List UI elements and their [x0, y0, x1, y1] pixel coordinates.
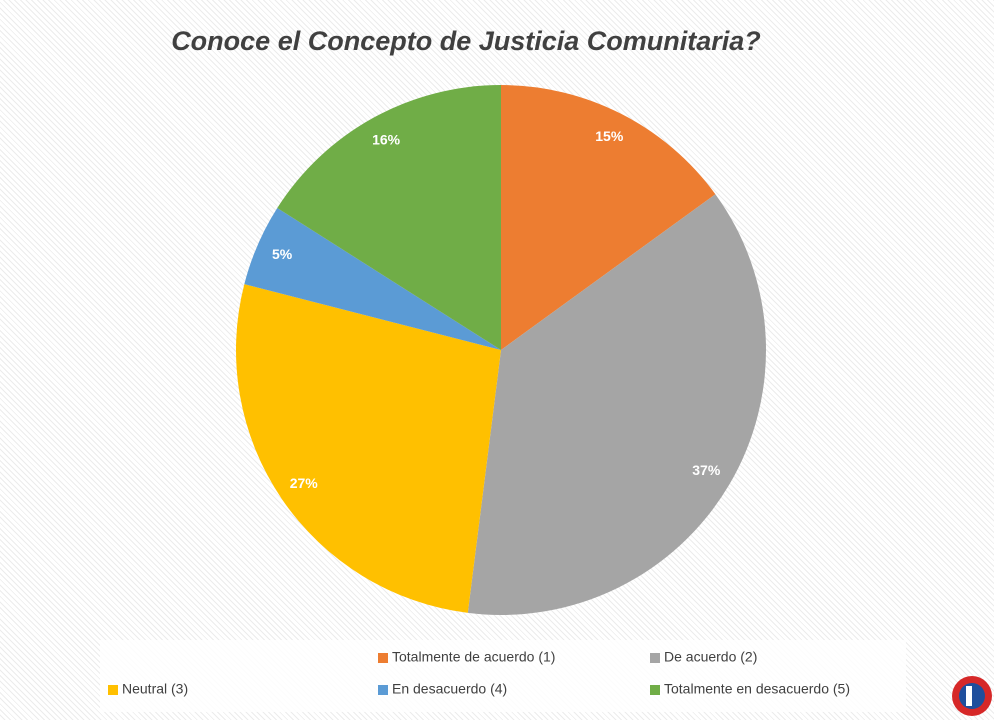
data-label: 16%	[372, 132, 401, 148]
legend-label: Totalmente en desacuerdo (5)	[664, 681, 850, 697]
legend-swatch	[378, 685, 388, 695]
legend-label: Totalmente de acuerdo (1)	[392, 649, 555, 665]
legend-label: De acuerdo (2)	[664, 649, 757, 665]
pie-slice	[501, 85, 716, 350]
legend-swatch	[108, 685, 118, 695]
legend-label: En desacuerdo (4)	[392, 681, 507, 697]
legend-box	[100, 640, 906, 712]
pie-slice	[244, 208, 502, 350]
legend-swatch	[650, 685, 660, 695]
pie-slice	[467, 194, 767, 615]
logo	[952, 676, 992, 716]
legend-swatch	[650, 653, 660, 663]
chart-title: Conoce el Concepto de Justicia Comunitar…	[171, 26, 761, 56]
data-label: 27%	[290, 475, 319, 491]
data-label: 37%	[692, 462, 721, 478]
pie-slice	[235, 284, 501, 613]
data-label: 15%	[595, 128, 624, 144]
legend-swatch	[378, 653, 388, 663]
legend-label: Neutral (3)	[122, 681, 188, 697]
data-label: 5%	[272, 246, 293, 262]
pie-slice	[277, 85, 501, 350]
